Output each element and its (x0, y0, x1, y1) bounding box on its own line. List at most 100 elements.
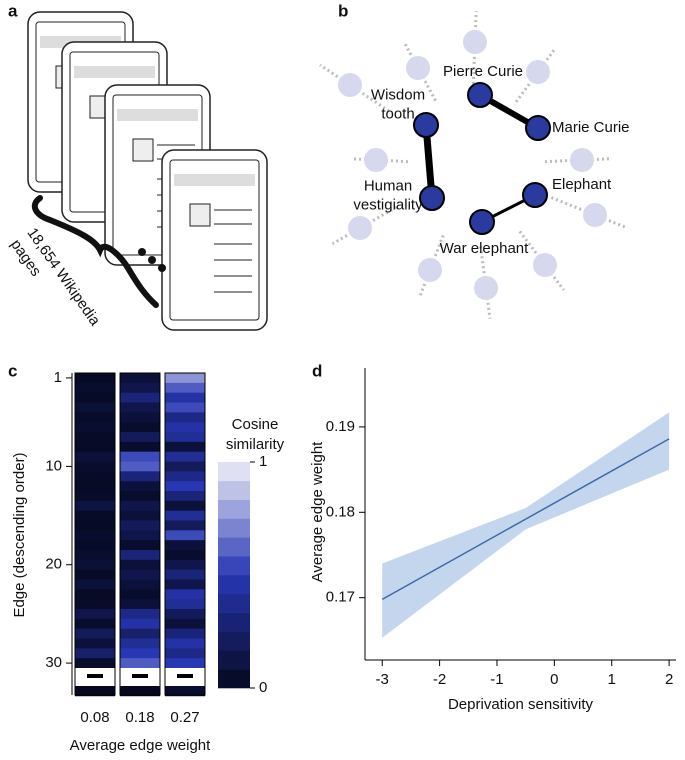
column-frame (74, 372, 116, 696)
heat-cell (75, 392, 115, 403)
heat-cell (165, 609, 205, 620)
node-label: vestigiality (353, 196, 423, 213)
confidence-band (382, 412, 670, 638)
heat-cell (75, 638, 115, 649)
heat-cell (120, 618, 160, 630)
header (74, 66, 155, 78)
y-tick-label: 30 (45, 654, 62, 671)
heat-cell (165, 628, 205, 639)
heat-cell (75, 530, 115, 541)
heat-cell (120, 530, 160, 541)
heat-cell (120, 520, 160, 531)
colorbar-step (218, 518, 250, 538)
heat-cell (75, 520, 115, 531)
x-tick-label: 0.18 (125, 709, 154, 726)
heat-cell (165, 569, 205, 580)
heat-cell (120, 422, 160, 433)
heat-cell (75, 599, 115, 610)
x-axis-title: Average edge weight (70, 737, 211, 754)
heat-cell (75, 382, 115, 394)
dots (132, 674, 148, 678)
heat-cell (165, 500, 205, 512)
line (381, 438, 670, 601)
heat-cell (75, 628, 115, 639)
heat-cell (75, 491, 115, 502)
wiki-pages (27, 11, 268, 331)
node (413, 112, 439, 138)
heat-cell (75, 686, 115, 697)
heat-cell (165, 471, 205, 482)
heat-cell (165, 579, 205, 590)
background-node (406, 56, 430, 80)
heat-cell (165, 510, 205, 521)
heat-cell (165, 638, 205, 649)
heat-cell (165, 402, 205, 413)
dotted-edge (517, 229, 547, 266)
heat-cell (75, 648, 115, 659)
background-node (526, 60, 550, 84)
dotted-edge (349, 83, 393, 115)
node-label: War elephant (440, 240, 529, 257)
heat-cell (120, 412, 160, 423)
background-node (533, 253, 557, 277)
node (467, 82, 493, 108)
background-node (418, 258, 442, 282)
heat-cell (120, 392, 160, 403)
heat-cell (165, 461, 205, 472)
brace (31, 195, 159, 308)
colorbar-step (218, 537, 250, 557)
y-tick-label: 1 (54, 369, 62, 386)
heat-cell (120, 441, 160, 453)
panel-label: b (338, 1, 348, 20)
heat-cell (75, 658, 115, 669)
y-tick-label: 10 (45, 457, 62, 474)
dots (87, 674, 103, 678)
heat-cell (120, 569, 160, 580)
heat-cell (120, 559, 160, 571)
heat-cell (75, 471, 115, 482)
heat-cell (120, 451, 160, 462)
node-label: Elephant (552, 176, 612, 193)
colorbar-title: Cosine (232, 416, 279, 433)
heat-cell (75, 373, 115, 384)
heat-cell (120, 686, 160, 697)
y-axis-title: Average edge weight (309, 441, 326, 582)
x-tick-label: -2 (433, 671, 446, 688)
heat-cell (165, 432, 205, 443)
heat-cell (165, 559, 205, 571)
heat-cell (120, 510, 160, 521)
heat-cell (120, 648, 160, 659)
colorbar-step (218, 650, 250, 670)
heat-cell (165, 648, 205, 659)
heat-cell (120, 599, 160, 610)
background-node (474, 276, 498, 300)
node-label: Pierre Curie (443, 63, 523, 80)
y-tick-label: 20 (45, 556, 62, 573)
image (132, 138, 154, 162)
heat-cell (120, 638, 160, 649)
heat-cell (75, 609, 115, 620)
heat-cell (165, 373, 205, 384)
heat-cell (120, 471, 160, 482)
column-frame (119, 372, 161, 696)
heat-cell (120, 589, 160, 600)
heat-cell (165, 392, 205, 403)
y-tick-label: 0.18 (326, 503, 355, 520)
y-tick-label: 0.17 (326, 589, 355, 606)
heat-cell (120, 628, 160, 639)
heat-cell (120, 461, 160, 472)
heat-cell (165, 451, 205, 462)
heat-cell (165, 530, 205, 541)
colorbar-step (218, 575, 250, 595)
header (117, 109, 198, 121)
colorbar-step (218, 556, 250, 576)
background-node (583, 203, 607, 227)
heat-cell (165, 491, 205, 502)
background-node (348, 216, 372, 240)
heat-cell (120, 540, 160, 551)
heat-cell (165, 382, 205, 394)
heat-cell (120, 500, 160, 512)
node-label: tooth (381, 105, 414, 122)
panel-label: d (312, 361, 322, 380)
heat-cell (75, 589, 115, 600)
